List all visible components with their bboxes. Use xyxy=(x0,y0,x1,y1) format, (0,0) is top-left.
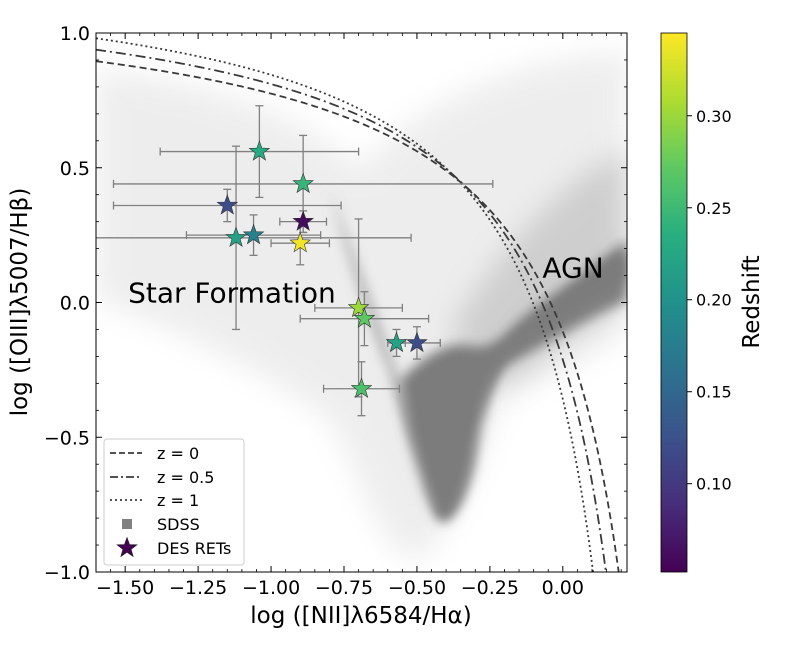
colorbar-tick-label-1: 0.15 xyxy=(696,383,732,402)
y-tick-label-2: 0.0 xyxy=(60,293,90,315)
y-tick-label-4: 1.0 xyxy=(60,23,90,45)
des-ret-point-3 xyxy=(292,210,314,231)
x-tick-label-4: −0.50 xyxy=(388,577,446,599)
des-ret-point-10 xyxy=(406,331,428,353)
x-axis-label: log ([NII]λ6584/Hα) xyxy=(250,603,471,629)
y-tick-label-1: −0.5 xyxy=(44,427,90,449)
sdss-medium-region xyxy=(450,150,627,390)
des-ret-point-1 xyxy=(292,172,314,194)
colorbar-gradient xyxy=(661,33,687,572)
demarcation-curve-2 xyxy=(96,37,594,572)
y-tick-label-0: −1.0 xyxy=(44,562,90,584)
des-ret-point-2 xyxy=(216,194,239,215)
legend: z = 0 z = 0.5 z = 1 SDSS DES RETs xyxy=(103,438,245,566)
legend-box xyxy=(103,438,245,566)
colorbar-frame xyxy=(660,32,688,573)
x-tick-label-3: −0.75 xyxy=(315,577,373,599)
colorbar-tick-label-0: 0.10 xyxy=(696,475,732,494)
legend-des-marker xyxy=(116,536,138,558)
demarcation-curve-0 xyxy=(96,60,620,572)
y-ticks: −1.0 −0.5 0.0 0.5 1.0 xyxy=(44,23,627,584)
colorbar: 0.10 0.15 0.20 0.25 0.30 Redshift xyxy=(660,32,765,573)
des-ret-point-8 xyxy=(353,307,376,328)
colorbar-label: Redshift xyxy=(739,255,765,348)
des-ret-point-11 xyxy=(350,377,373,398)
demarcation-curve-1 xyxy=(96,48,607,572)
x-tick-label-6: 0.00 xyxy=(542,577,584,599)
colorbar-tick-label-3: 0.25 xyxy=(696,199,732,218)
region-label-star-formation: Star Formation xyxy=(128,277,336,310)
y-axis-label: log ([OIII]λ5007/Hβ) xyxy=(7,188,33,417)
des-ret-point-7 xyxy=(347,296,370,318)
legend-z1-label: z = 1 xyxy=(157,491,199,510)
plot-frame xyxy=(95,32,628,573)
sdss-core xyxy=(400,240,627,522)
colorbar-ticks: 0.10 0.15 0.20 0.25 0.30 xyxy=(687,107,732,494)
legend-des-label: DES RETs xyxy=(157,539,231,558)
demarcation-curves xyxy=(96,37,620,572)
des-ret-point-9 xyxy=(385,331,408,353)
x-tick-label-5: −0.25 xyxy=(461,577,519,599)
legend-z0-label: z = 0 xyxy=(157,444,199,463)
x-tick-label-1: −1.25 xyxy=(169,577,227,599)
legend-sdss-marker xyxy=(122,519,132,529)
colorbar-tick-label-4: 0.30 xyxy=(696,107,732,126)
y-tick-label-3: 0.5 xyxy=(60,158,90,180)
x-tick-label-0: −1.50 xyxy=(96,577,154,599)
des-ret-point-6 xyxy=(289,231,312,253)
des-ret-points xyxy=(216,140,428,398)
legend-sdss-label: SDSS xyxy=(157,515,200,534)
colorbar-tick-label-2: 0.20 xyxy=(696,291,732,310)
des-ret-point-5 xyxy=(242,223,265,245)
plot-area: Star Formation AGN −1.50 −1.25 −1.00 −0.75−… xyxy=(44,23,628,599)
x-tick-label-2: −1.00 xyxy=(242,577,300,599)
legend-z05-label: z = 0.5 xyxy=(157,468,214,487)
region-label-agn: AGN xyxy=(542,251,603,284)
des-ret-point-0 xyxy=(248,140,271,161)
des-ret-point-4 xyxy=(225,226,247,248)
